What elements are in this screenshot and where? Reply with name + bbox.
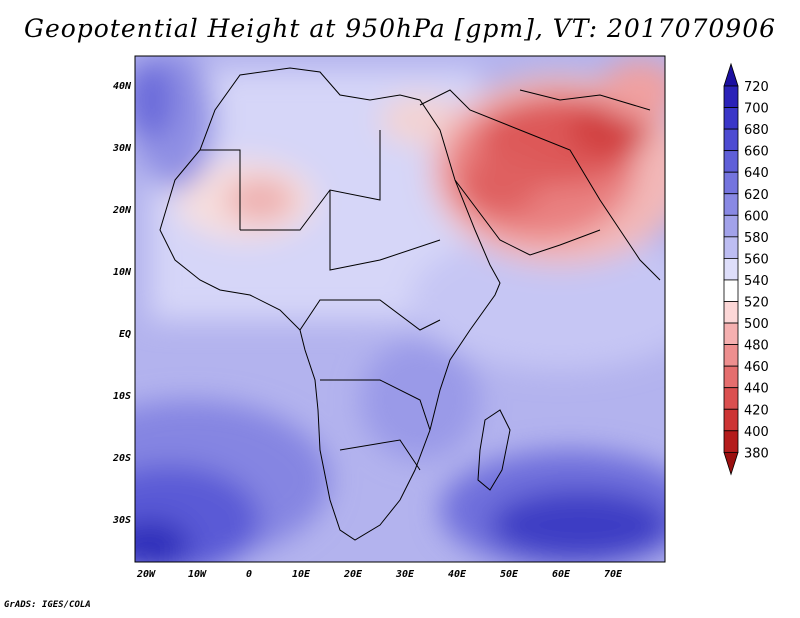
lon-tick: 50E xyxy=(500,569,519,580)
colorbar-label: 580 xyxy=(744,231,769,246)
colorbar-label: 480 xyxy=(744,339,769,354)
lon-tick: 20W xyxy=(136,569,156,580)
lat-tick: 20S xyxy=(112,453,131,464)
colorbar-swatch xyxy=(723,365,739,389)
colorbar-label: 500 xyxy=(744,317,769,332)
colorbar-swatch xyxy=(723,430,739,453)
colorbar-label: 440 xyxy=(744,382,769,397)
lat-tick: 20N xyxy=(112,205,132,216)
height-field xyxy=(135,56,665,562)
colorbar: 720 700 680 660 640 620 600 580 560 540 520 500 480 4… xyxy=(723,62,769,476)
colorbar-label: 540 xyxy=(744,274,769,289)
colorbar-label: 520 xyxy=(744,296,769,311)
colorbar-label: 720 xyxy=(744,80,769,95)
lat-tick: EQ xyxy=(119,329,131,340)
map-title: Geopotential Height at 950hPa [gpm], VT:… xyxy=(23,14,777,43)
colorbar-label: 660 xyxy=(744,145,769,160)
grads-credit: GrADS: IGES/COLA xyxy=(4,600,91,610)
colorbar-swatch xyxy=(723,107,739,130)
colorbar-label: 600 xyxy=(744,209,769,224)
lat-tick: 30S xyxy=(112,515,131,526)
colorbar-swatch xyxy=(723,62,739,87)
colorbar-label: 420 xyxy=(744,403,769,418)
colorbar-swatch xyxy=(723,387,739,410)
colorbar-swatch xyxy=(723,150,739,173)
lat-tick: 10N xyxy=(113,267,132,278)
colorbar-swatch xyxy=(723,322,739,345)
lon-tick: 40E xyxy=(448,569,467,580)
colorbar-swatch xyxy=(723,408,739,432)
colorbar-label: 380 xyxy=(744,446,769,461)
lon-tick: 10W xyxy=(188,569,207,580)
colorbar-swatch xyxy=(723,279,739,302)
map-frame xyxy=(134,55,666,563)
colorbar-swatch xyxy=(723,193,739,216)
lon-tick: 60E xyxy=(552,569,571,580)
colorbar-label: 400 xyxy=(744,425,769,440)
lon-tick: 20E xyxy=(343,569,363,580)
lat-tick: 10S xyxy=(113,391,131,402)
colorbar-label: 640 xyxy=(744,166,769,181)
colorbar-swatch xyxy=(723,85,739,108)
colorbar-swatch xyxy=(723,451,739,476)
lon-tick: 30E xyxy=(395,569,415,580)
colorbar-swatch xyxy=(723,236,739,259)
colorbar-swatch xyxy=(723,344,739,367)
colorbar-label: 680 xyxy=(744,123,769,138)
lat-tick: 40N xyxy=(113,81,132,92)
lat-axis: 40N 30N 20N 10N EQ 10S 20S 30S xyxy=(112,81,132,526)
colorbar-label: 700 xyxy=(744,102,769,117)
lat-tick: 30N xyxy=(112,143,132,154)
colorbar-label: 620 xyxy=(744,188,769,203)
lon-tick: 10E xyxy=(292,569,311,580)
colorbar-label: 560 xyxy=(744,252,769,267)
colorbar-swatch xyxy=(723,301,739,324)
lon-tick: 0 xyxy=(246,569,252,580)
colorbar-swatch xyxy=(723,214,739,238)
colorbar-label: 460 xyxy=(744,360,769,375)
colorbar-swatch xyxy=(723,257,739,281)
coastlines xyxy=(159,67,661,541)
colorbar-swatch xyxy=(723,171,739,195)
colorbar-swatch xyxy=(723,128,739,152)
lon-tick: 70E xyxy=(604,569,623,580)
lon-axis: 20W 10W 0 10E 20E 30E 40E 50E 60E 70E xyxy=(136,569,623,580)
